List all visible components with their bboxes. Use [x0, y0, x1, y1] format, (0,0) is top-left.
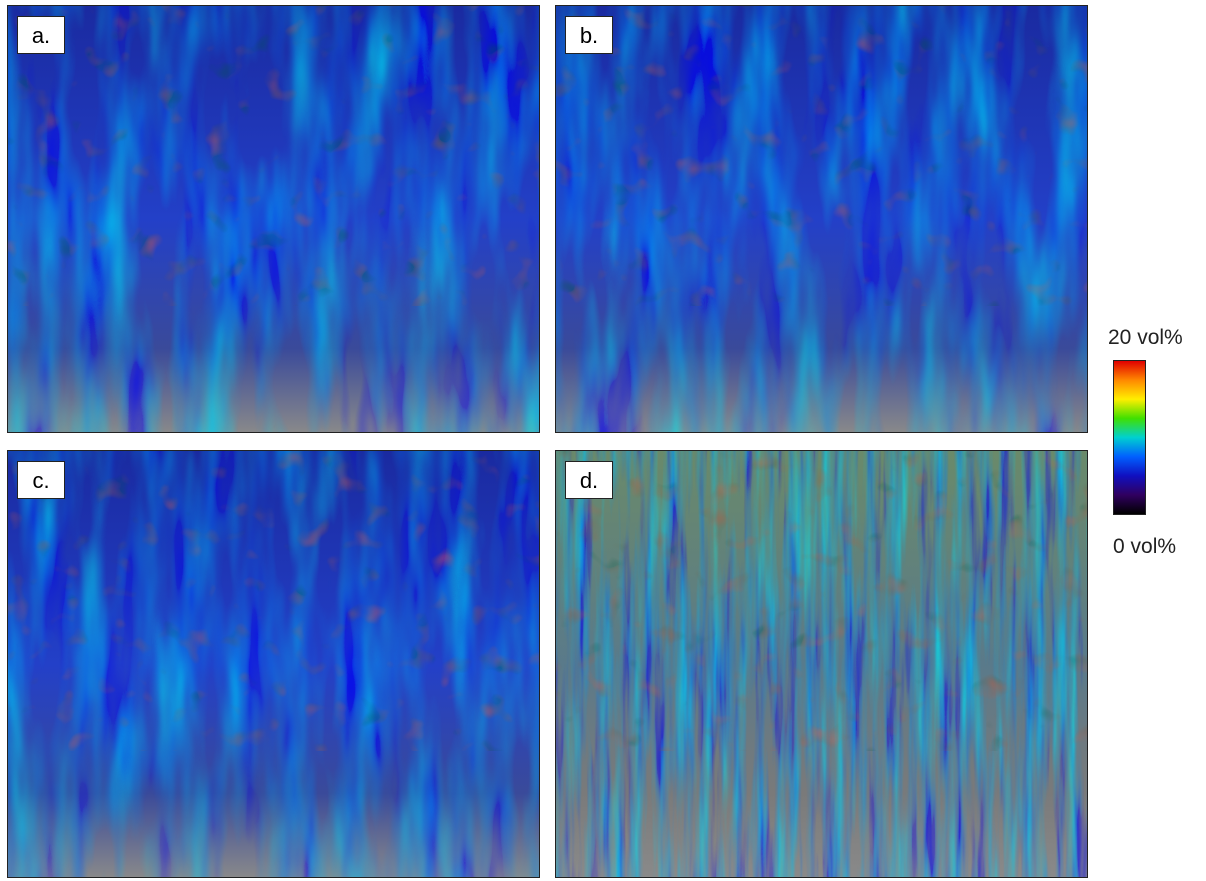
colorbar [1113, 360, 1146, 515]
map-image [8, 451, 539, 877]
map-panel: c. [7, 450, 540, 878]
map-panel: a. [7, 5, 540, 433]
map-image [556, 451, 1087, 877]
colorbar-min-label: 0 vol% [1113, 535, 1177, 558]
panel-label: b. [565, 16, 613, 54]
colorbar-max-label: 20 vol% [1108, 326, 1183, 349]
map-panel: b. [555, 5, 1088, 433]
panel-label: a. [17, 16, 65, 54]
map-image [8, 6, 539, 432]
map-image [556, 6, 1087, 432]
panel-label: d. [565, 461, 613, 499]
panel-label: c. [17, 461, 65, 499]
map-panel: d. [555, 450, 1088, 878]
